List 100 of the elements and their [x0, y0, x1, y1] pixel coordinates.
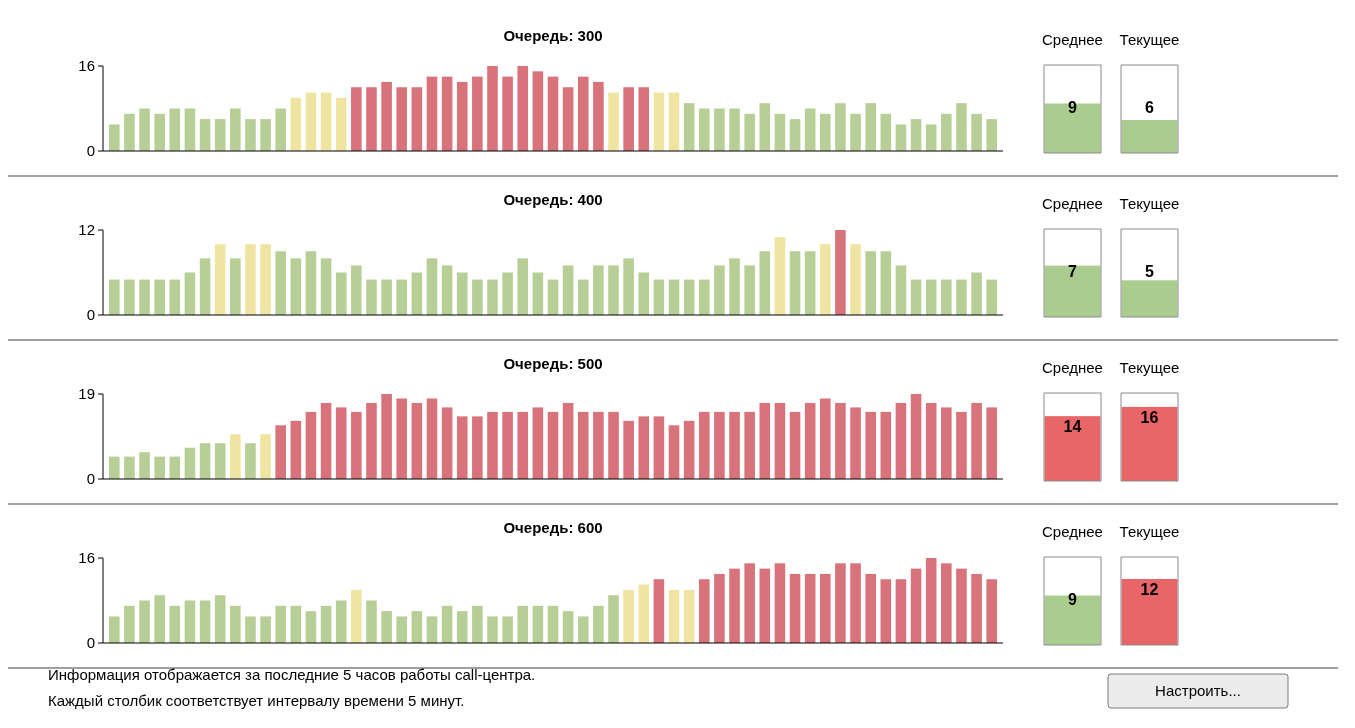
bar: [608, 92, 619, 151]
bar: [880, 251, 892, 315]
bar: [290, 605, 302, 643]
bar: [895, 124, 907, 151]
bar: [214, 244, 226, 315]
bar: [683, 103, 695, 151]
bar: [683, 279, 695, 315]
bar: [502, 616, 513, 643]
bar: [305, 92, 317, 151]
bar: [335, 600, 347, 643]
bar: [305, 411, 317, 479]
bar: [608, 265, 619, 315]
bar: [941, 563, 952, 643]
x-tick-label: Текущее: [1119, 31, 1180, 48]
bar: [351, 411, 362, 479]
bar: [487, 616, 498, 643]
y-tick-label: 19: [78, 385, 95, 403]
bar: [139, 279, 150, 315]
bar: [335, 272, 347, 315]
data-label: 14: [1063, 418, 1082, 436]
bar: [744, 411, 755, 479]
bar: [956, 279, 967, 315]
bar: [290, 258, 302, 315]
bar: [653, 279, 665, 315]
bar: [547, 76, 559, 151]
bar: [517, 605, 529, 643]
bar: [789, 251, 801, 315]
bar: [653, 579, 665, 643]
bar: [366, 279, 377, 315]
bar: [351, 265, 362, 315]
bar: [547, 279, 559, 315]
bar: [245, 616, 256, 643]
bar: [320, 605, 332, 643]
bar: [199, 443, 211, 479]
bar: [260, 616, 271, 643]
bar: [880, 113, 892, 151]
bar: [487, 66, 498, 151]
x-tick-label: Среднее: [1042, 31, 1103, 48]
bar: [456, 81, 468, 151]
bar: [638, 272, 650, 315]
bar: [865, 573, 876, 643]
bar: [139, 452, 150, 479]
bar: [199, 119, 211, 151]
bar: [880, 411, 892, 479]
bar: [441, 605, 453, 643]
bar: [774, 563, 786, 643]
bar: [441, 265, 453, 315]
bar: [698, 108, 710, 151]
bar: [986, 119, 997, 151]
text: Информация отображается за последние 5 часов работы call-центра.: [48, 666, 536, 683]
bar: [184, 108, 196, 151]
bar: [668, 589, 680, 643]
bar: [214, 595, 226, 643]
bar: [804, 108, 816, 151]
bar: [109, 616, 120, 643]
text: Каждый столбик соответствует интервалу времени 5 минут.: [48, 692, 465, 709]
bar: [729, 258, 740, 315]
bar: [472, 605, 483, 643]
bar: [245, 443, 256, 479]
bar: [124, 456, 135, 479]
bar: [275, 108, 286, 151]
bar: [335, 407, 347, 479]
bar: [411, 87, 423, 151]
bar: [714, 573, 725, 643]
y-tick-label: 0: [86, 142, 95, 160]
bar: [562, 402, 574, 479]
bar: [744, 265, 755, 315]
bar: [502, 411, 513, 479]
x-tick-label: Среднее: [1042, 523, 1103, 540]
bar: [759, 251, 771, 315]
bar: [532, 605, 544, 643]
bar: [804, 573, 816, 643]
bar: [426, 616, 438, 643]
bar: [517, 66, 529, 151]
bar: [320, 402, 332, 479]
bar: [835, 230, 846, 315]
bar: [109, 279, 120, 315]
bar: [517, 258, 529, 315]
bar: [774, 113, 786, 151]
bar: [351, 589, 362, 643]
bar: [351, 87, 362, 151]
bar: [169, 605, 181, 643]
y-tick-label: 12: [78, 221, 95, 239]
bar: [623, 420, 634, 479]
bar: [562, 87, 574, 151]
bar: [124, 279, 135, 315]
data-label: 12: [1140, 581, 1159, 598]
bar: [608, 411, 619, 479]
bar: [593, 81, 604, 151]
bar: [729, 568, 740, 643]
bar: [804, 402, 816, 479]
bar: [502, 76, 513, 151]
bar: [139, 600, 150, 643]
bar: [472, 279, 483, 315]
bar: [880, 579, 892, 643]
bar: [184, 447, 196, 479]
bar: [668, 92, 680, 151]
bar: [547, 605, 559, 643]
bar: [653, 92, 665, 151]
bar: [956, 411, 967, 479]
